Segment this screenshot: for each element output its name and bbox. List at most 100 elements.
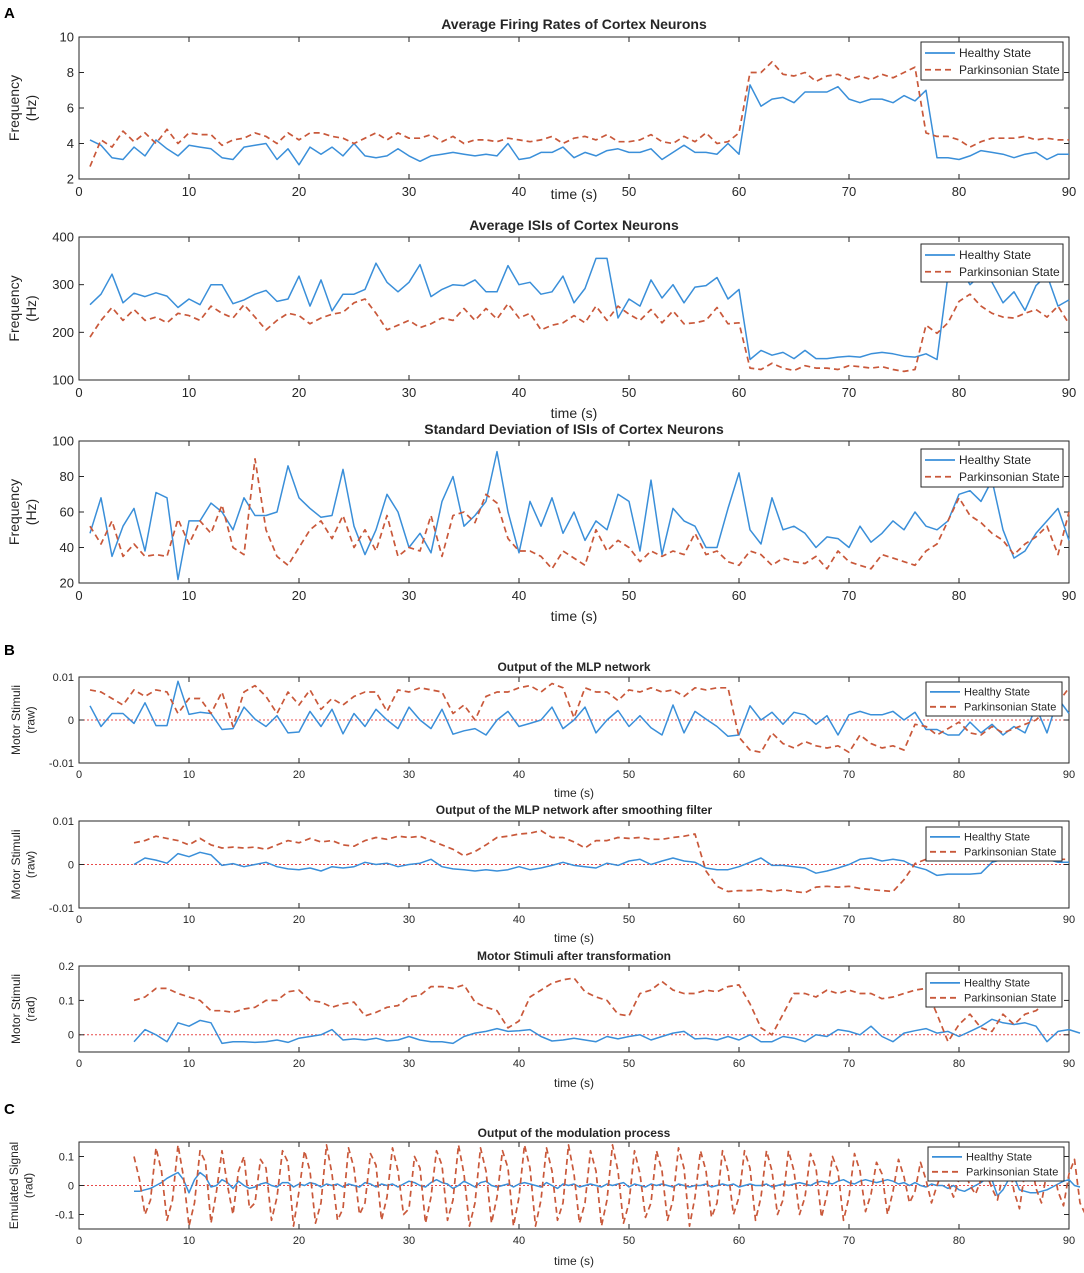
x-tick-label: 40 xyxy=(512,184,526,199)
series-line-parkinsonian xyxy=(89,61,1069,167)
y-tick-label: 6 xyxy=(67,101,74,116)
x-axis-label: time (s) xyxy=(554,1254,594,1268)
y-axis-label: Frequency(Hz) xyxy=(6,75,39,141)
legend-box xyxy=(920,448,1064,488)
y-axis-label-line: Motor Stimuli xyxy=(9,829,23,899)
x-tick-label: 60 xyxy=(733,914,745,926)
x-tick-label: 50 xyxy=(622,385,636,400)
legend-label-healthy: Healthy State xyxy=(959,46,1031,60)
x-tick-label: 0 xyxy=(75,385,82,400)
legend: Healthy State Parkinsonian State xyxy=(925,972,1063,1008)
x-axis-label: time (s) xyxy=(551,186,598,202)
x-tick-label: 50 xyxy=(623,914,635,926)
legend: Healthy State Parkinsonian State xyxy=(925,681,1063,717)
chart-motor-stimuli-transformed: 0 10 20 30 40 50 60 70 80 90 0 0.1 0.2 Motor Stimuli … xyxy=(9,949,1081,1090)
x-tick-label: 60 xyxy=(732,588,746,603)
y-tick-label: -0.01 xyxy=(49,903,74,915)
x-tick-label: 50 xyxy=(623,1235,635,1247)
x-tick-label: 0 xyxy=(76,769,82,781)
x-tick-label: 70 xyxy=(843,1235,855,1247)
x-tick-label: 60 xyxy=(733,1235,745,1247)
y-tick-label: 0.2 xyxy=(59,961,74,973)
x-tick-label: 80 xyxy=(952,385,966,400)
chart-average-isis: 0 10 20 30 40 50 60 70 80 90 100 200 300 400 Average I… xyxy=(6,217,1076,421)
axes-box xyxy=(78,36,1070,180)
legend-label-parkinsonian: Parkinsonian State xyxy=(959,470,1060,484)
legend-box xyxy=(925,972,1063,1008)
x-tick-label: 80 xyxy=(953,1235,965,1247)
legend-label-healthy: Healthy State xyxy=(966,1152,1032,1164)
y-tick-label: 100 xyxy=(52,434,74,449)
series-line-parkinsonian xyxy=(89,293,1070,373)
y-axis-label-line: Frequency xyxy=(6,479,22,545)
x-tick-label: 20 xyxy=(292,184,306,199)
x-tick-label: 80 xyxy=(952,184,966,199)
x-tick-label: 30 xyxy=(403,1058,415,1070)
x-tick-label: 70 xyxy=(842,385,856,400)
y-axis-label-line: (raw) xyxy=(23,851,37,878)
x-tick-label: 60 xyxy=(732,184,746,199)
x-tick-label: 20 xyxy=(292,385,306,400)
x-tick-label: 30 xyxy=(402,588,416,603)
x-tick-label: 90 xyxy=(1063,769,1075,781)
chart-modulation-output: 0 10 20 30 40 50 60 70 80 90 -0.1 0 0.1 Output of the… xyxy=(7,1126,1084,1268)
legend: Healthy State Parkinsonian State xyxy=(920,41,1064,81)
x-tick-label: 0 xyxy=(76,1058,82,1070)
x-tick-label: 70 xyxy=(843,914,855,926)
x-tick-label: 60 xyxy=(732,385,746,400)
chart-title: Output of the modulation process xyxy=(478,1126,671,1140)
x-tick-label: 10 xyxy=(182,184,196,199)
y-tick-label: 0 xyxy=(68,1180,74,1192)
legend-label-parkinsonian: Parkinsonian State xyxy=(964,993,1056,1005)
y-tick-label: -0.1 xyxy=(55,1209,74,1221)
legend-label-parkinsonian: Parkinsonian State xyxy=(959,265,1060,279)
x-tick-label: 10 xyxy=(183,914,195,926)
y-tick-label: 60 xyxy=(60,505,74,520)
x-axis-label: time (s) xyxy=(554,931,594,945)
legend: Healthy State Parkinsonian State xyxy=(920,243,1064,283)
y-axis-label-line: (Hz) xyxy=(23,95,39,121)
legend-label-healthy: Healthy State xyxy=(964,832,1030,844)
y-axis-label-line: Frequency xyxy=(6,275,22,341)
y-tick-label: 40 xyxy=(60,540,74,555)
legend-box xyxy=(927,1146,1065,1182)
panel-label-c: C xyxy=(4,1101,15,1118)
legend-label-parkinsonian: Parkinsonian State xyxy=(964,847,1056,859)
x-axis-label: time (s) xyxy=(554,786,594,800)
x-tick-label: 20 xyxy=(293,769,305,781)
legend: Healthy State Parkinsonian State xyxy=(927,1146,1065,1182)
x-tick-label: 20 xyxy=(293,1235,305,1247)
y-tick-label: 8 xyxy=(67,65,74,80)
y-axis-label-line: Frequency xyxy=(6,75,22,141)
panel-label-a: A xyxy=(4,5,15,22)
chart-title: Average Firing Rates of Cortex Neurons xyxy=(441,16,707,32)
x-tick-label: 70 xyxy=(842,184,856,199)
legend-box xyxy=(925,681,1063,717)
chart-std-isis: 0 10 20 30 40 50 60 70 80 90 20 40 60 80 100 Standard D… xyxy=(6,421,1076,624)
y-tick-label: 400 xyxy=(52,230,74,245)
x-tick-label: 30 xyxy=(403,1235,415,1247)
x-tick-label: 30 xyxy=(403,914,415,926)
legend-box xyxy=(925,826,1063,862)
y-tick-label: 0 xyxy=(68,1030,74,1042)
x-tick-label: 40 xyxy=(513,769,525,781)
y-tick-label: 0.01 xyxy=(53,816,74,828)
x-tick-label: 70 xyxy=(842,588,856,603)
x-tick-label: 60 xyxy=(733,769,745,781)
y-axis-label: Motor Stimuli(rad) xyxy=(9,974,37,1044)
chart-title: Output of the MLP network xyxy=(497,660,650,674)
x-tick-label: 30 xyxy=(402,385,416,400)
x-tick-label: 50 xyxy=(623,769,635,781)
y-tick-label: 200 xyxy=(52,325,74,340)
y-tick-label: 0.1 xyxy=(59,995,74,1007)
x-tick-label: 40 xyxy=(512,385,526,400)
x-axis-label: time (s) xyxy=(551,608,598,624)
x-tick-label: 90 xyxy=(1062,588,1076,603)
y-tick-label: 0 xyxy=(68,859,74,871)
x-tick-label: 90 xyxy=(1062,385,1076,400)
x-tick-label: 20 xyxy=(292,588,306,603)
x-tick-label: 90 xyxy=(1063,914,1075,926)
